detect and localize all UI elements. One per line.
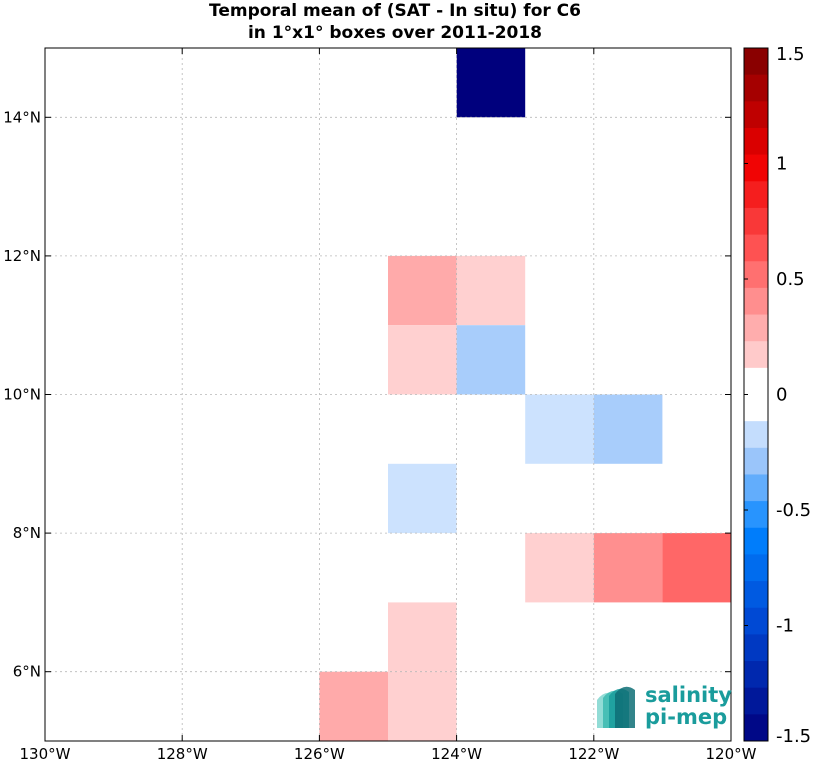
logo-waves-icon [597,686,635,728]
heatmap-cell [319,671,388,741]
chart-title: Temporal mean of (SAT - In situ) for C6 … [209,1,581,43]
heatmap-cell [388,463,457,534]
heatmap-cell [388,671,457,741]
x-tick-label: 120°W [706,745,757,763]
colorbar-tick-label: -1 [776,616,794,637]
colorbar-segment [744,48,768,76]
colorbar-segment [744,261,768,289]
colorbar: 1.5 1 0.5 0 -0.5 -1 -1.5 [743,44,811,747]
colorbar-tick-label: 0 [776,385,787,406]
heatmap-cell [388,255,457,326]
heatmap-cell [456,255,526,326]
colorbar-segment [744,634,768,662]
title-line-1: Temporal mean of (SAT - In situ) for C6 [209,1,581,21]
colorbar-tick-label: 0.5 [776,269,805,290]
logo-wave-layer [615,686,635,728]
colorbar-tick-label: -0.5 [776,500,811,521]
colorbar-segment [744,501,768,529]
x-tick-label: 124°W [431,745,482,763]
y-tick-label: 12°N [3,247,41,265]
heatmap-cells [319,48,731,741]
colorbar-segment [744,661,768,689]
heatmap-cell [525,533,594,603]
colorbar-segment [744,181,768,209]
colorbar-segment [744,474,768,502]
colorbar-segment [744,101,768,129]
y-tick-label: 8°N [13,524,41,542]
logo-text-salinity: salinity [645,683,732,707]
colorbar-tick-label: 1.5 [776,44,805,65]
heatmap-cell [456,48,526,118]
colorbar-segment [744,287,768,316]
colorbar-segment [744,314,768,342]
heatmap-cell [388,325,457,395]
colorbar-segment [744,207,768,236]
colorbar-segment [744,607,768,635]
y-tick-label: 10°N [3,386,41,404]
colorbar-segment [744,447,768,475]
heatmap-cell [593,394,663,464]
salinity-pi-mep-logo: salinity pi-mep [597,683,732,729]
axis-ticks: 130°W 128°W 126°W 124°W 122°W 120°W 6°N 8°N 10°N… [3,48,757,763]
heatmap-cell [593,533,663,603]
colorbar-segment [744,581,768,609]
x-tick-label: 130°W [20,745,71,763]
x-tick-label: 122°W [568,745,619,763]
y-tick-label: 6°N [13,663,41,681]
heatmap-cell [456,325,526,395]
colorbar-segment [744,714,768,742]
heatmap-cell [662,533,731,603]
y-tick-label: 14°N [3,108,41,126]
title-line-2: in 1°x1° boxes over 2011-2018 [248,23,542,43]
colorbar-segment [744,554,768,582]
x-tick-label: 126°W [294,745,345,763]
colorbar-segment [744,154,768,182]
colorbar-segment [744,687,768,715]
heatmap-cell [525,394,594,464]
colorbar-segment [744,527,768,555]
x-tick-label: 128°W [157,745,208,763]
heatmap-cell [388,602,457,672]
colorbar-segment [744,127,768,156]
colorbar-tick-label: 1 [776,154,787,175]
colorbar-segment [744,234,768,262]
gridlines [45,48,731,741]
colorbar-tick-label: -1.5 [776,726,811,747]
colorbar-segment [744,421,768,449]
colorbar-segment [744,341,768,369]
colorbar-segment [744,74,768,102]
colorbar-segment [744,394,768,422]
logo-text-pi-mep: pi-mep [645,705,727,729]
colorbar-segment [744,367,768,395]
